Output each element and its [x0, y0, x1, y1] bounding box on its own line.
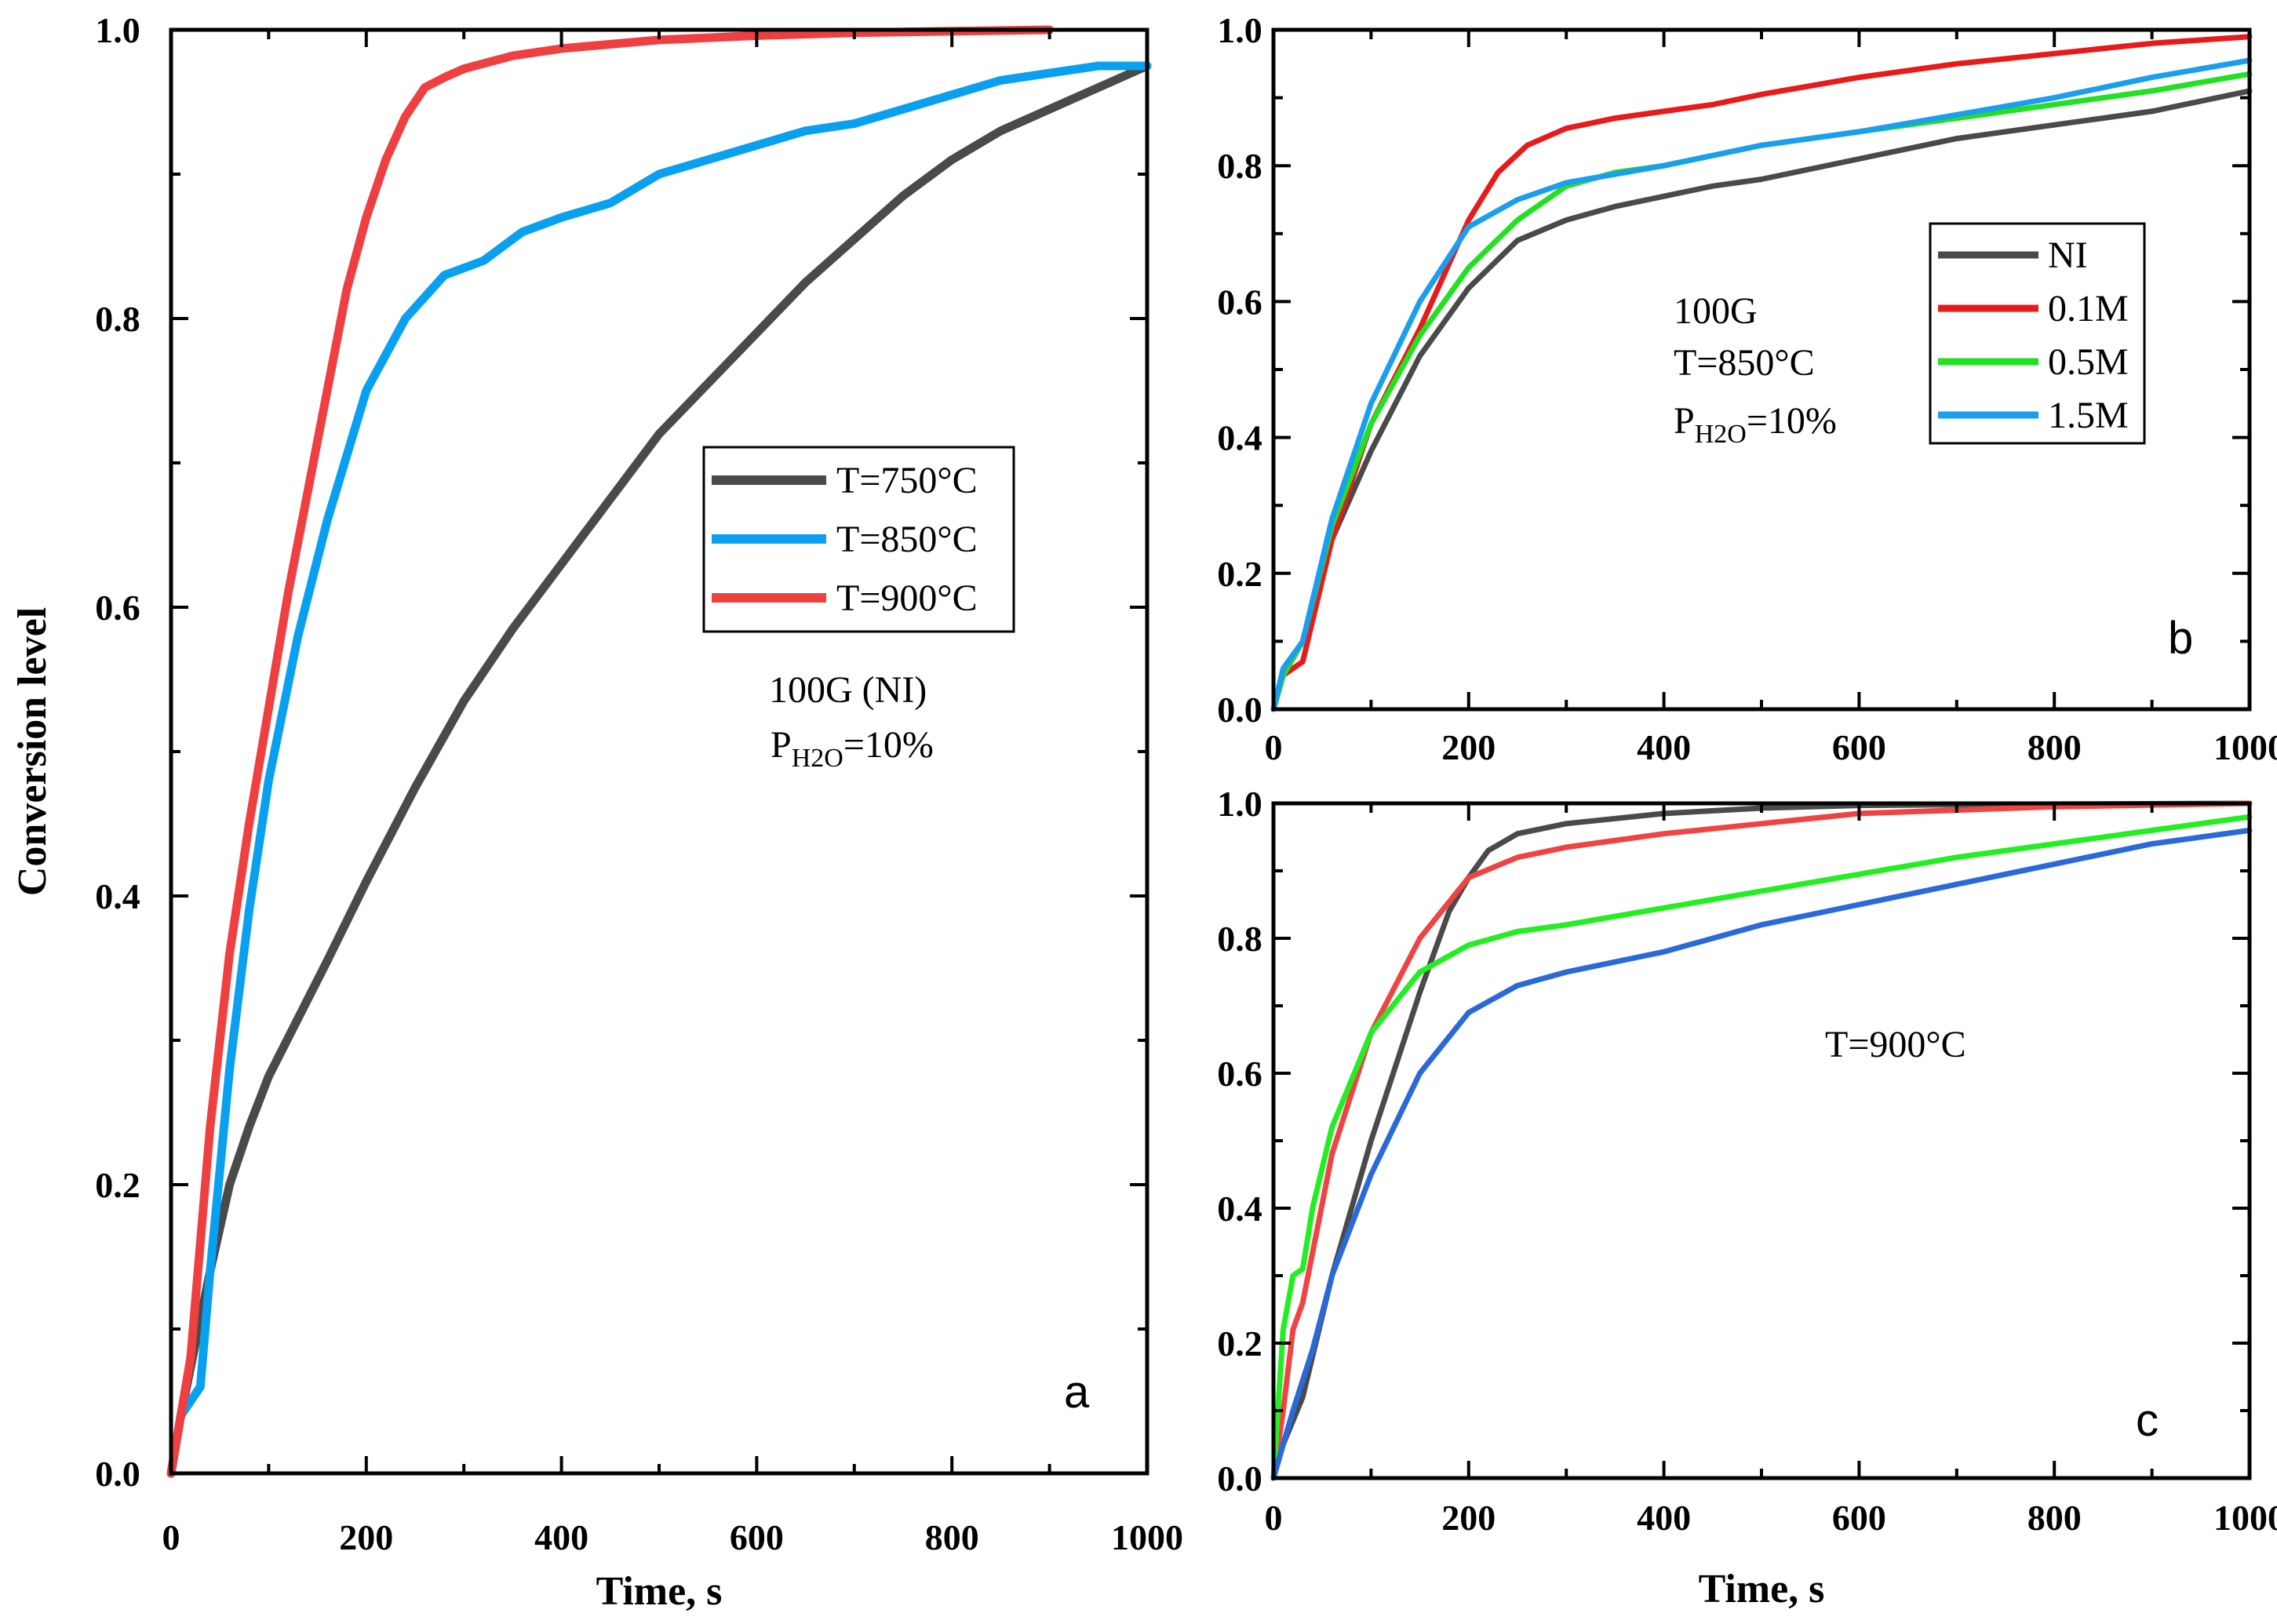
x-tick-label: 800 [925, 1517, 979, 1557]
y-tick-label: 1.0 [1217, 10, 1262, 50]
panel-a-annotation-pressure: PH2O=10% [771, 724, 934, 773]
x-tick-label: 1000 [2213, 727, 2277, 767]
panel-b-frame [1271, 27, 2252, 712]
panel-a-frame [169, 27, 1149, 1476]
x-tick-label: 600 [730, 1517, 784, 1557]
y-tick-label: 0.2 [95, 1165, 140, 1205]
p-subscript: H2O [1695, 420, 1747, 449]
legend-label-850: T=850°C [836, 519, 978, 560]
panel-c: 0 200 400 600 800 1000 0.0 0.2 0.4 0.6 0.8 1.0 T=90… [1217, 784, 2277, 1611]
legend-label-01m: 0.1M [2048, 288, 2129, 330]
y-tick-label: 0.6 [1217, 282, 1262, 322]
series-line-b-01m [1270, 34, 2253, 712]
y-tick-label: 0.0 [1217, 1458, 1262, 1498]
x-tick-label: 200 [1441, 727, 1496, 767]
x-tick-label: 800 [2027, 1498, 2082, 1538]
x-tick-label: 0 [1265, 727, 1283, 767]
panel-c-letter: c [2136, 1395, 2159, 1446]
panel-b-annotation-material: 100G [1674, 290, 1758, 332]
x-tick-label: 800 [2027, 727, 2082, 767]
legend-label-15m: 1.5M [2048, 395, 2129, 436]
x-tick-label: 400 [534, 1517, 588, 1557]
y-tick-label: 0.4 [1217, 1189, 1262, 1229]
series-line-c-01m [1270, 800, 2253, 1481]
y-tick-label: 0.2 [1217, 1324, 1262, 1364]
x-tick-label: 600 [1832, 727, 1886, 767]
legend-label-900: T=900°C [836, 577, 978, 619]
panel-a-annotation-material: 100G (NI) [769, 669, 927, 711]
p-suffix: =10% [843, 724, 934, 766]
panel-b-letter: b [2168, 613, 2193, 664]
panel-a-letter: a [1064, 1367, 1090, 1418]
panel-c-series [1270, 800, 2253, 1481]
panel-b-legend-box [1929, 222, 2146, 445]
x-tick-label: 1000 [1111, 1517, 1183, 1557]
legend-label-05m: 0.5M [2048, 341, 2129, 383]
p-subscript: H2O [792, 744, 843, 773]
panel-b-ticks: 0 200 400 600 800 1000 0.0 0.2 0.4 0.6 0.8 1.0 [1217, 10, 2277, 767]
p-suffix: =10% [1747, 400, 1837, 442]
panel-b: 0 200 400 600 800 1000 0.0 0.2 0.4 0.6 0.8 1.0 NI 0… [1217, 10, 2277, 767]
series-line-a-t750c [166, 61, 1152, 1478]
y-tick-label: 0.0 [1217, 690, 1262, 730]
panel-c-xlabel: Time, s [1699, 1567, 1825, 1611]
panel-b-legend: NI 0.1M 0.5M 1.5M [1929, 222, 2146, 445]
series-line-b-15m [1270, 57, 2253, 712]
series-line-a-t850c [166, 61, 1152, 1478]
series-line-c-05m [1270, 814, 2253, 1481]
x-tick-label: 400 [1637, 727, 1691, 767]
y-tick-label: 0.8 [1217, 919, 1262, 959]
y-tick-label: 0.0 [95, 1454, 140, 1494]
y-tick-label: 1.0 [1217, 784, 1262, 824]
panel-a-ylabel: Conversion level [10, 607, 55, 896]
y-tick-label: 0.6 [1217, 1054, 1262, 1094]
y-tick-label: 0.4 [95, 876, 140, 916]
x-tick-label: 200 [339, 1517, 393, 1557]
y-tick-label: 0.8 [1217, 146, 1262, 186]
y-tick-label: 0.8 [95, 299, 140, 339]
y-tick-label: 0.6 [95, 588, 140, 628]
x-tick-label: 0 [1265, 1498, 1283, 1538]
y-tick-label: 1.0 [95, 10, 140, 50]
y-tick-label: 0.2 [1217, 554, 1262, 594]
panel-a-legend: T=750°C T=850°C T=900°C [702, 446, 1015, 633]
x-tick-label: 600 [1832, 1498, 1886, 1538]
x-tick-label: 400 [1637, 1498, 1691, 1538]
legend-label-ni: NI [2048, 235, 2088, 276]
p-prefix: P [771, 724, 792, 766]
series-line-c-15m [1270, 827, 2253, 1481]
p-prefix: P [1674, 400, 1695, 442]
panel-b-annotation-pressure: PH2O=10% [1674, 400, 1837, 449]
series-line-c-ni [1270, 800, 2253, 1481]
panel-a: 0 200 400 600 800 1000 0.0 0.2 0.4 0.6 0.8 1.0 T=75… [10, 10, 1183, 1614]
panel-a-xlabel: Time, s [596, 1569, 723, 1614]
panel-b-series [1270, 34, 2253, 712]
panel-c-frame [1271, 801, 2252, 1480]
panel-a-series [166, 25, 1152, 1478]
legend-label-750: T=750°C [836, 460, 978, 501]
panel-b-annotation-temperature: T=850°C [1674, 342, 1815, 384]
x-tick-label: 200 [1441, 1498, 1496, 1538]
y-tick-label: 0.4 [1217, 418, 1262, 458]
x-tick-label: 0 [162, 1517, 180, 1557]
panel-c-annotation-temperature: T=900°C [1825, 1024, 1966, 1065]
series-line-a-t900c [166, 25, 1055, 1478]
x-tick-label: 1000 [2213, 1498, 2277, 1538]
